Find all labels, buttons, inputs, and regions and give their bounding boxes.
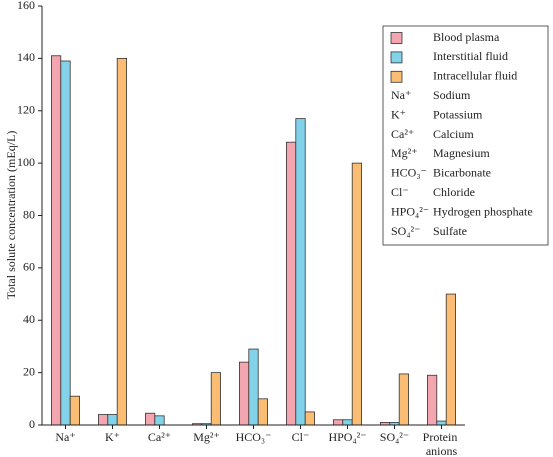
y-tick-label: 0 <box>29 417 35 431</box>
bar <box>332 419 344 426</box>
bar <box>351 162 363 426</box>
legend-swatch <box>390 32 403 44</box>
bar <box>304 411 316 426</box>
x-tick-label: Mg²⁺ <box>193 430 220 444</box>
y-tick-label: 100 <box>17 155 35 169</box>
x-tick-label: Ca²⁺ <box>148 430 171 444</box>
legend-ion-name: Chloride <box>433 185 475 199</box>
legend-ion-name: Magnesium <box>433 146 490 160</box>
legend-ion-name: Sodium <box>433 88 471 102</box>
legend-symbol: Cl⁻ <box>391 185 409 199</box>
legend-swatch <box>390 70 403 83</box>
legend-ion-name: Sulfate <box>433 224 467 238</box>
y-axis-label: Total solute concentration (mEq/L) <box>4 131 18 300</box>
legend-ion-name: Calcium <box>433 127 474 141</box>
legend-ion-name: Potassium <box>433 107 483 121</box>
bar <box>69 395 80 426</box>
legend-symbol: Ca²⁺ <box>391 127 414 141</box>
bar <box>144 412 156 426</box>
x-tick-label: Na⁺ <box>55 430 75 444</box>
bar <box>426 374 438 426</box>
legend-symbol: HCO₃⁻ <box>391 166 427 180</box>
y-tick-label: 140 <box>17 50 35 64</box>
legend-label: Interstitial fluid <box>433 49 508 63</box>
legend-box <box>382 25 549 246</box>
y-tick-label: 40 <box>23 312 35 326</box>
x-tick-label: HPO₄²⁻ <box>328 430 366 444</box>
legend-symbol: K⁺ <box>391 107 406 121</box>
bar <box>51 55 62 426</box>
legend-symbol: HPO₄²⁻ <box>391 204 429 218</box>
y-tick-label: 120 <box>17 103 35 117</box>
bar <box>295 118 306 426</box>
y-tick-label: 20 <box>23 364 35 378</box>
legend-symbol: SO₄²⁻ <box>391 224 420 238</box>
bar <box>210 372 221 426</box>
bar <box>445 293 457 426</box>
bar <box>107 414 118 426</box>
bar <box>248 348 259 426</box>
legend-swatch <box>390 51 403 64</box>
x-tick-label: HCO₃⁻ <box>236 430 272 444</box>
bar <box>98 414 109 426</box>
bar <box>154 415 165 426</box>
y-tick-label: 160 <box>17 0 35 12</box>
legend-symbol: Mg²⁺ <box>391 146 418 160</box>
bar <box>257 398 269 426</box>
y-tick-label: 80 <box>23 207 35 221</box>
legend-ion-name: Bicarbonate <box>433 166 491 180</box>
x-tick-label: SO₄²⁻ <box>380 430 409 444</box>
x-tick-label: Cl⁻ <box>292 430 310 444</box>
bar <box>116 57 127 426</box>
bar <box>285 141 297 426</box>
bar <box>238 361 250 426</box>
bar <box>60 60 71 426</box>
x-tick-label: Protein anions <box>423 430 461 457</box>
y-tick-label: 60 <box>23 260 35 274</box>
bar <box>436 420 447 426</box>
bar <box>398 373 410 426</box>
legend-symbol: Na⁺ <box>391 88 411 102</box>
legend-label: Blood plasma <box>433 30 500 44</box>
bar <box>342 419 353 426</box>
x-tick-label: K⁺ <box>105 430 120 444</box>
legend-label: Intracellular fluid <box>433 69 517 83</box>
legend-ion-name: Hydrogen phosphate <box>433 204 533 218</box>
